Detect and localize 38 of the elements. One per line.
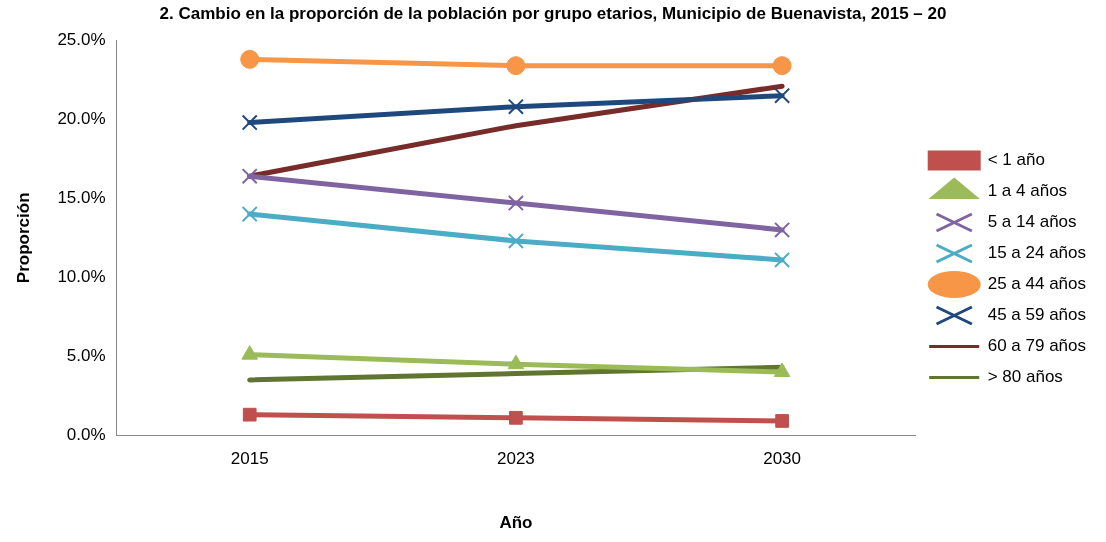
chart-title: 2. Cambio en la proporción de la población por grupo etarios, Municipio de Buenavista, 2015 – 20 [159, 3, 947, 23]
point [774, 221, 791, 238]
point [507, 98, 524, 115]
y-tick-label: 5.0% [66, 345, 106, 365]
point [775, 414, 789, 428]
point [241, 114, 258, 131]
point [507, 354, 525, 370]
point [241, 206, 258, 223]
point [774, 251, 791, 268]
y-tick-label: 25.0% [57, 30, 106, 50]
legend-label: 5 a 14 años [987, 212, 1077, 232]
legend-label: 15 a 24 años [987, 243, 1087, 263]
point [240, 49, 260, 69]
point [509, 410, 523, 425]
y-tick-label: 15.0% [57, 188, 106, 208]
y-axis-title: Proporción [13, 192, 33, 284]
point [241, 168, 258, 185]
point [772, 56, 792, 76]
point [507, 232, 524, 250]
point [773, 362, 791, 378]
x-tick-label: 2015 [230, 449, 269, 469]
point [774, 87, 791, 104]
legend-label: > 80 años [987, 367, 1063, 387]
legend-label: 1 a 4 años [987, 181, 1068, 201]
point [506, 56, 526, 76]
x-tick-label: 2023 [496, 449, 535, 469]
point [242, 407, 257, 422]
y-tick-label: 10.0% [57, 266, 106, 286]
legend-label: < 1 año [987, 150, 1045, 170]
y-tick-label: 20.0% [57, 109, 106, 129]
x-tick-label: 2030 [763, 449, 802, 469]
point [507, 194, 524, 212]
y-tick-label: 0.0% [66, 424, 106, 444]
x-axis-title: Año [499, 513, 533, 533]
legend-label: 60 a 79 años [987, 336, 1087, 356]
point [241, 345, 258, 360]
legend-label: 25 a 44 años [987, 274, 1087, 294]
legend-label: 45 a 59 años [987, 305, 1087, 325]
